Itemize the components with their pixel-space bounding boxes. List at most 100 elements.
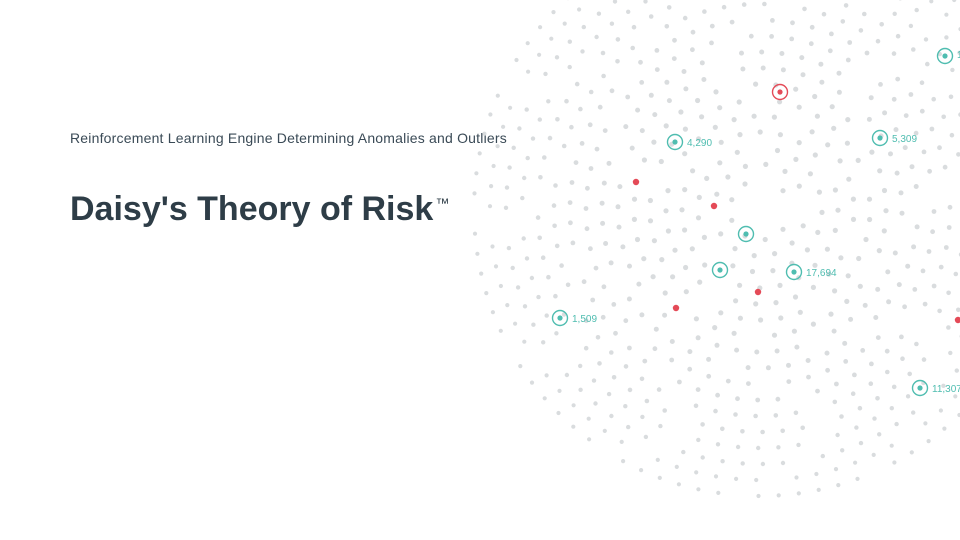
background-dot: [772, 333, 777, 338]
background-dot: [580, 49, 584, 53]
background-dot: [818, 62, 823, 67]
background-dot: [858, 406, 863, 411]
background-dot: [620, 440, 624, 444]
background-dot: [654, 327, 659, 332]
background-dot: [890, 444, 894, 448]
background-dot: [825, 142, 830, 147]
background-dot: [894, 422, 898, 426]
background-dot: [781, 67, 786, 72]
cluster-marker: 5,309: [873, 131, 918, 146]
background-dot: [564, 99, 569, 104]
background-dot: [941, 384, 945, 388]
background-dot: [733, 298, 738, 303]
background-dot: [815, 114, 820, 119]
background-dot: [825, 368, 830, 373]
background-dot: [941, 115, 946, 120]
background-dot: [597, 361, 602, 366]
background-dot: [949, 95, 954, 100]
background-dot: [663, 290, 668, 295]
background-dot: [794, 411, 799, 416]
background-dot: [923, 421, 927, 425]
background-dot: [644, 435, 648, 439]
background-dot: [501, 125, 505, 129]
background-dot: [942, 427, 946, 431]
background-dot: [696, 215, 701, 220]
background-dot: [709, 41, 714, 46]
cluster-marker: 1,509: [553, 311, 598, 326]
background-dot: [556, 411, 560, 415]
background-dot: [758, 129, 763, 134]
background-dot: [555, 55, 559, 59]
cluster-marker: 13,740: [938, 49, 960, 64]
background-dot: [613, 331, 618, 336]
background-dot: [526, 41, 530, 45]
background-dot: [812, 263, 817, 268]
background-dot: [854, 425, 858, 429]
background-dot: [893, 251, 898, 256]
background-dot: [523, 304, 527, 308]
background-dot: [896, 34, 901, 39]
background-dot: [912, 287, 917, 292]
background-dot: [699, 114, 704, 119]
background-dot: [847, 40, 852, 45]
background-dot: [669, 358, 674, 363]
background-dot: [811, 285, 816, 290]
background-dot: [694, 316, 699, 321]
background-dot: [559, 263, 564, 268]
background-dot: [663, 208, 668, 213]
background-dot: [621, 459, 625, 463]
background-dot: [878, 82, 883, 87]
background-dot: [684, 289, 689, 294]
background-dot: [746, 381, 751, 386]
background-dot: [742, 181, 747, 186]
background-dot: [875, 287, 880, 292]
background-dot: [835, 208, 840, 213]
background-dot: [657, 387, 662, 392]
background-dot: [825, 351, 830, 356]
background-dot: [683, 16, 688, 21]
background-dot: [617, 225, 622, 230]
background-dot: [877, 248, 882, 253]
background-dot: [858, 284, 863, 289]
background-dot: [734, 348, 739, 353]
background-dot: [797, 140, 802, 145]
background-dot: [856, 256, 861, 261]
background-dot: [652, 238, 657, 243]
background-dot: [950, 68, 954, 72]
background-dot: [753, 82, 758, 87]
slide-title: Daisy's Theory of Risk™: [70, 190, 610, 229]
background-dot: [639, 468, 643, 472]
background-dot: [894, 127, 899, 132]
background-dot: [834, 467, 838, 471]
background-dot: [845, 117, 850, 122]
background-dot: [946, 291, 951, 296]
background-dot: [499, 284, 503, 288]
background-dot: [530, 381, 534, 385]
background-dot: [947, 225, 952, 230]
background-dot: [882, 228, 887, 233]
background-dot: [473, 232, 477, 236]
background-dot: [718, 231, 723, 236]
background-dot: [569, 125, 574, 130]
background-dot: [790, 240, 795, 245]
background-dot: [651, 274, 656, 279]
background-dot: [873, 315, 878, 320]
background-dot: [615, 59, 620, 64]
background-dot: [756, 494, 760, 498]
background-dot: [702, 262, 707, 267]
background-dot: [761, 462, 765, 466]
background-dot: [656, 458, 660, 462]
background-dot: [756, 446, 760, 450]
background-dot: [578, 107, 583, 112]
background-dot: [845, 141, 850, 146]
background-dot: [616, 37, 621, 42]
background-dot: [638, 60, 643, 65]
background-dot: [632, 197, 637, 202]
background-dot: [672, 56, 677, 61]
background-dot: [895, 171, 900, 176]
background-dot: [911, 244, 916, 249]
background-dot: [837, 90, 842, 95]
background-dot: [777, 283, 782, 288]
background-dot: [513, 322, 517, 326]
marker-value-label: 5,309: [892, 134, 917, 145]
